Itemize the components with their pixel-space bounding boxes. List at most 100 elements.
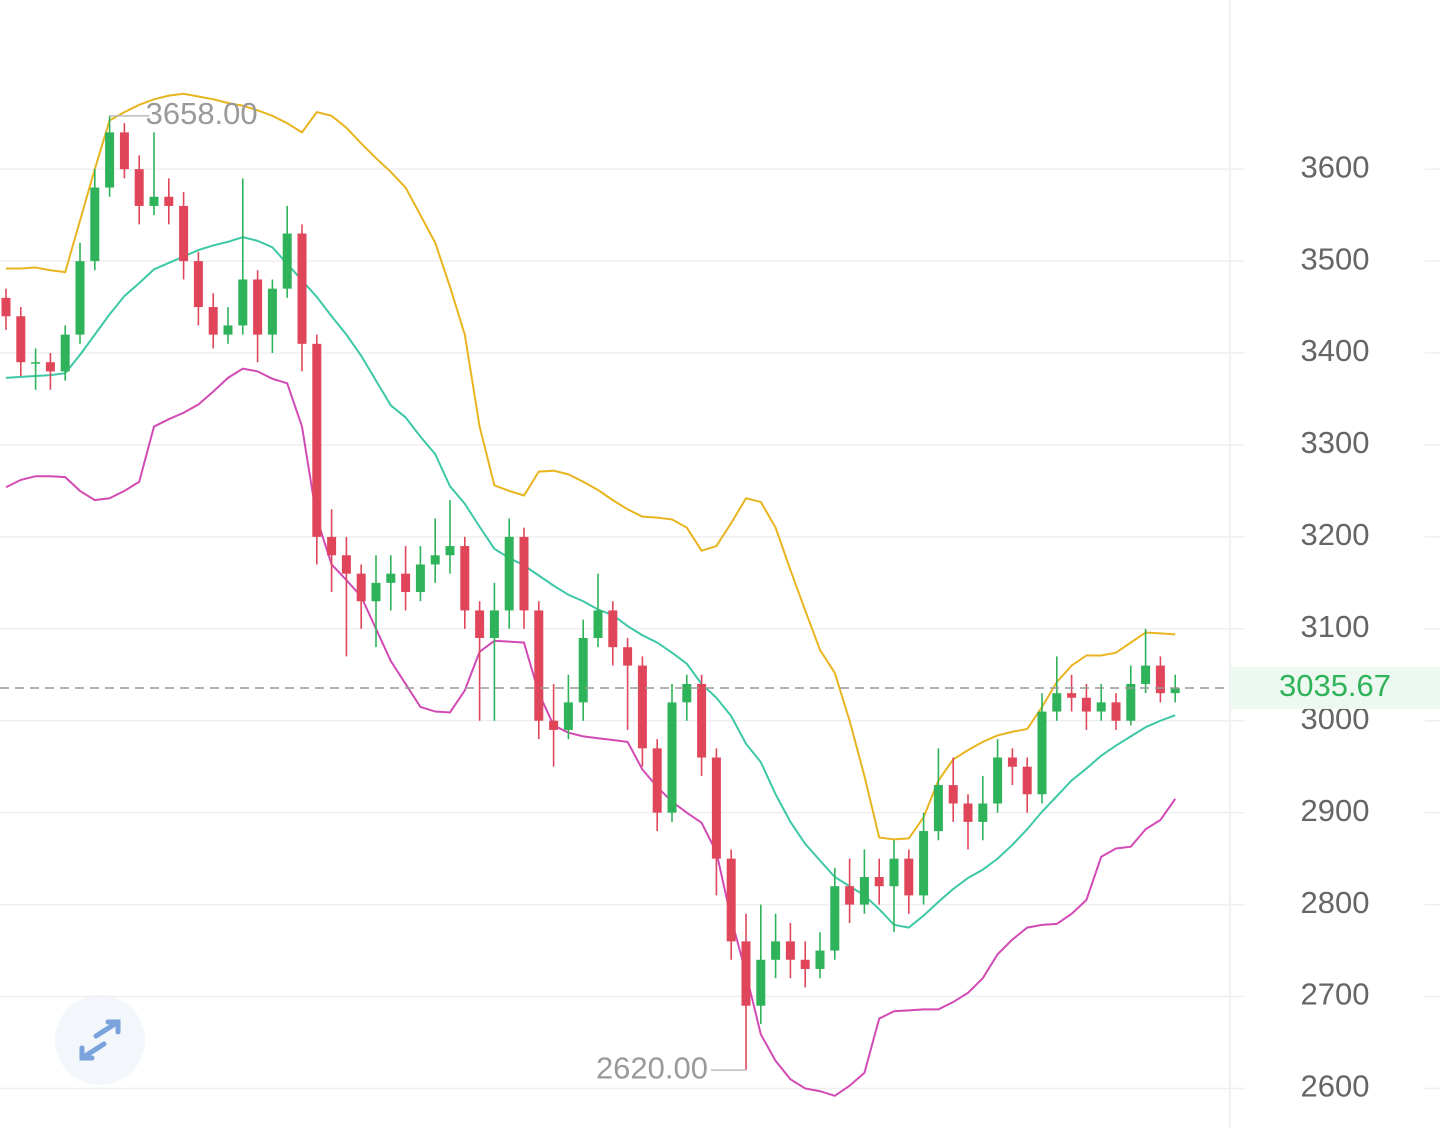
min-label: 2620.00: [596, 1050, 708, 1085]
candle-body: [341, 555, 351, 574]
candle-body: [253, 279, 263, 335]
candle-body: [726, 858, 736, 942]
candle-body: [119, 132, 129, 170]
candle-body: [563, 702, 573, 730]
expand-bg[interactable]: [55, 995, 145, 1085]
candle-body: [785, 941, 795, 960]
y-tick-label: 2600: [1301, 1069, 1370, 1104]
candle-body: [297, 233, 307, 344]
candle-body: [697, 683, 707, 758]
candle-body: [1096, 702, 1106, 712]
candle-body: [386, 573, 396, 583]
candle-body: [31, 362, 41, 364]
candle-body: [193, 261, 203, 308]
candle-body: [756, 959, 766, 1006]
band-line: [6, 92, 1176, 841]
y-tick-label: 3500: [1301, 241, 1370, 276]
candle-body: [667, 702, 677, 813]
candle-body: [534, 610, 544, 721]
candle-body: [1111, 702, 1121, 721]
candle-body: [1170, 687, 1180, 694]
candle-body: [1155, 665, 1165, 694]
candle-body: [608, 610, 618, 648]
candle-body: [327, 536, 337, 556]
candle-body: [371, 582, 381, 602]
candle-body: [593, 610, 603, 639]
candle-body: [1037, 711, 1047, 795]
candle-body: [948, 785, 958, 804]
max-label: 3658.00: [146, 96, 258, 131]
candle-body: [105, 132, 115, 188]
candle-body: [208, 307, 218, 335]
candle-body: [919, 831, 929, 896]
candle-body: [267, 288, 277, 335]
candle-body: [874, 877, 884, 887]
candle-body: [1, 297, 11, 317]
y-tick-label: 3400: [1301, 333, 1370, 368]
candle-body: [475, 610, 485, 639]
expand-button[interactable]: [55, 995, 145, 1085]
candle-body: [741, 941, 751, 1006]
candle-body: [1067, 693, 1077, 698]
candle-body: [1052, 693, 1062, 712]
candle-body: [830, 886, 840, 951]
candle-body: [519, 536, 529, 611]
candle-body: [1081, 697, 1091, 712]
candle-body: [401, 573, 411, 593]
candle-body: [90, 187, 100, 262]
candle-body: [815, 950, 825, 969]
candle-body: [889, 858, 899, 887]
expand-icon[interactable]: [79, 1019, 121, 1061]
candle-body: [460, 546, 470, 611]
candle-body: [771, 941, 781, 960]
candle-body: [859, 877, 869, 905]
candle-body: [238, 279, 248, 326]
candle-body: [312, 343, 322, 537]
last-price-label: 3035.67: [1279, 668, 1391, 703]
candle-body: [282, 233, 292, 289]
candle-body: [134, 169, 144, 206]
candle-body: [179, 205, 189, 262]
candle-body: [711, 757, 721, 859]
candle-body: [1126, 683, 1136, 721]
candle-body: [1022, 766, 1032, 795]
y-tick-label: 2800: [1301, 885, 1370, 920]
candle-body: [60, 334, 70, 372]
y-tick-label: 3600: [1301, 149, 1370, 184]
candle-body: [1141, 665, 1151, 684]
candle-body: [223, 325, 233, 335]
candle-body: [963, 803, 973, 822]
candle-body: [993, 757, 1003, 804]
candle-body: [637, 665, 647, 749]
candle-body: [845, 886, 855, 905]
candle-body: [149, 196, 159, 206]
y-tick-label: 3200: [1301, 517, 1370, 552]
y-tick-label: 3100: [1301, 609, 1370, 644]
candle-body: [549, 720, 559, 730]
candle-body: [578, 638, 588, 703]
candle-body: [164, 196, 174, 206]
last-price-box: [1230, 666, 1440, 709]
candle-body: [682, 683, 692, 703]
candle-body: [978, 803, 988, 822]
band-line: [5, 367, 1177, 1097]
candle-body: [933, 785, 943, 832]
candle-body: [356, 573, 366, 602]
candle-body: [1007, 757, 1017, 767]
candle-body: [652, 748, 662, 813]
candle-body: [45, 362, 55, 372]
y-tick-label: 3300: [1301, 425, 1370, 460]
candle-body: [75, 261, 85, 335]
band-line: [5, 236, 1176, 929]
candle-body: [623, 647, 633, 666]
candle-body: [445, 546, 455, 556]
candle-body: [16, 316, 26, 363]
candle-body: [415, 564, 425, 593]
y-tick-label: 2900: [1301, 793, 1370, 828]
candle-body: [489, 610, 499, 639]
candle-body: [800, 959, 810, 969]
y-tick-label: 2700: [1301, 977, 1370, 1012]
candle-body: [504, 536, 514, 611]
candle-body: [904, 858, 914, 896]
